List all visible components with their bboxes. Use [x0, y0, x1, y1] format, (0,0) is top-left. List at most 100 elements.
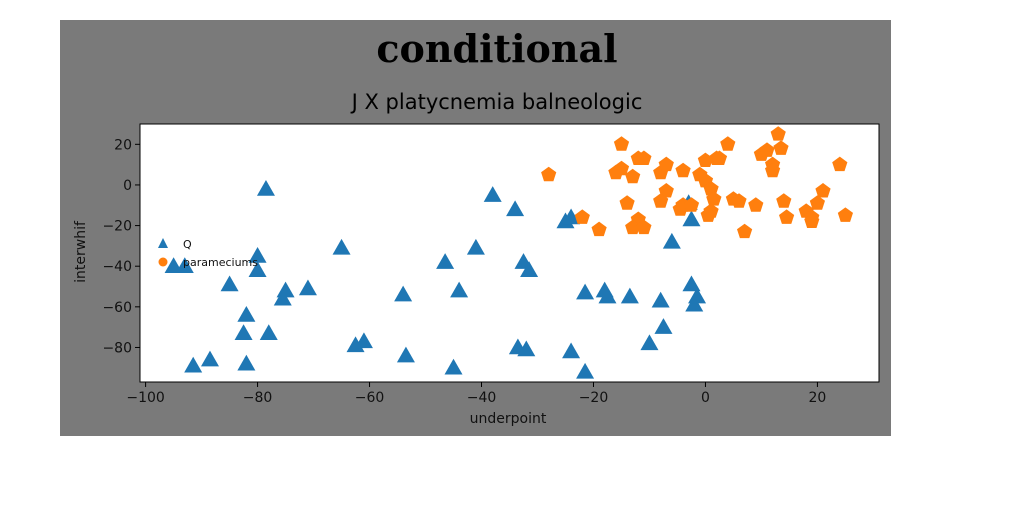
- data-point-parameciums: [815, 183, 831, 198]
- data-point-q: [184, 356, 203, 373]
- data-point-q: [354, 332, 373, 349]
- data-point-parameciums: [759, 142, 775, 157]
- data-point-parameciums: [675, 162, 691, 178]
- data-point-parameciums: [625, 168, 641, 184]
- data-point-q: [682, 275, 701, 292]
- data-point-parameciums: [776, 193, 792, 208]
- x-tick-label: 20: [809, 390, 827, 406]
- data-point-q: [436, 253, 455, 269]
- x-tick-label: −60: [355, 390, 385, 406]
- y-tick-label: −40: [102, 259, 132, 275]
- data-point-q: [562, 342, 581, 359]
- legend-label-parameciums: parameciums: [183, 256, 258, 269]
- data-point-q: [346, 336, 365, 353]
- data-point-q: [256, 180, 275, 196]
- data-point-q: [651, 291, 670, 308]
- data-point-parameciums: [706, 191, 722, 206]
- data-point-parameciums: [608, 164, 624, 180]
- chart-suptitle: conditional: [376, 26, 617, 71]
- data-point-parameciums: [804, 213, 820, 228]
- data-point-parameciums: [541, 166, 557, 182]
- data-point-q: [234, 324, 253, 340]
- data-point-q: [200, 350, 219, 367]
- data-point-parameciums: [658, 156, 674, 172]
- series-parameciums: [541, 126, 853, 239]
- data-point-parameciums: [773, 140, 789, 155]
- data-point-q: [688, 287, 707, 304]
- chart-title: J X platycnemia balneologic: [350, 90, 643, 114]
- data-point-q: [237, 354, 256, 371]
- data-point-parameciums: [731, 193, 747, 208]
- data-point-parameciums: [837, 207, 853, 222]
- data-point-parameciums: [619, 195, 635, 210]
- data-point-q: [396, 346, 415, 363]
- series-q: [164, 180, 707, 379]
- data-point-q: [332, 238, 351, 255]
- data-point-parameciums: [809, 195, 825, 210]
- y-axis: 20 0 −20 −40 −60 −80: [102, 137, 140, 356]
- y-axis-label: interwhif: [73, 220, 89, 283]
- y-tick-label: 0: [123, 178, 132, 194]
- data-point-q: [483, 186, 502, 202]
- data-point-q: [685, 295, 704, 312]
- data-point-parameciums: [748, 197, 764, 212]
- data-point-q: [273, 289, 292, 306]
- data-point-q: [562, 208, 581, 225]
- data-point-q: [450, 281, 469, 298]
- data-point-q: [248, 247, 267, 263]
- y-tick-label: −20: [102, 219, 132, 235]
- data-point-parameciums: [636, 150, 652, 165]
- legend-marker-q: [158, 238, 168, 248]
- x-tick-label: −40: [467, 390, 497, 406]
- data-point-q: [662, 232, 681, 249]
- data-point-parameciums: [703, 181, 719, 196]
- data-point-parameciums: [737, 223, 753, 239]
- data-point-parameciums: [658, 183, 674, 198]
- data-point-q: [576, 283, 595, 300]
- data-point-parameciums: [765, 162, 781, 178]
- y-tick-label: −80: [102, 340, 132, 356]
- data-point-parameciums: [700, 207, 716, 222]
- data-point-q: [248, 261, 267, 278]
- scatter-chart: conditional J X platycnemia balneologic …: [73, 26, 880, 427]
- data-point-q: [517, 340, 536, 357]
- data-point-q: [466, 238, 485, 255]
- data-point-q: [259, 324, 278, 340]
- x-tick-label: −80: [243, 390, 273, 406]
- data-point-parameciums: [683, 197, 700, 212]
- data-point-q: [576, 362, 595, 379]
- x-tick-label: −20: [579, 390, 609, 406]
- legend-label-q: Q: [183, 238, 192, 251]
- data-point-q: [394, 285, 413, 302]
- data-point-q: [298, 279, 317, 296]
- x-tick-label: −100: [126, 390, 164, 406]
- data-point-parameciums: [574, 209, 590, 224]
- data-point-parameciums: [636, 219, 652, 235]
- y-tick-label: 20: [114, 137, 132, 153]
- data-point-parameciums: [832, 156, 848, 172]
- data-point-q: [506, 200, 525, 217]
- x-tick-label: 0: [701, 390, 710, 406]
- data-point-q: [237, 305, 256, 322]
- data-point-parameciums: [625, 219, 641, 235]
- data-point-parameciums: [653, 193, 669, 208]
- data-point-parameciums: [779, 209, 795, 224]
- data-point-q: [444, 358, 463, 375]
- data-point-parameciums: [720, 136, 736, 151]
- legend: Q parameciums: [158, 238, 258, 269]
- data-point-parameciums: [613, 136, 630, 151]
- y-tick-label: −60: [102, 300, 132, 316]
- data-point-q: [620, 287, 639, 304]
- data-point-q: [682, 210, 701, 227]
- data-point-parameciums: [591, 221, 607, 237]
- data-point-parameciums: [770, 126, 786, 141]
- data-point-q: [640, 334, 659, 351]
- data-point-parameciums: [711, 150, 728, 165]
- data-point-q: [520, 261, 539, 278]
- data-point-q: [220, 275, 239, 292]
- legend-marker-parameciums: [158, 257, 168, 267]
- figure-canvas: conditional J X platycnemia balneologic …: [60, 20, 891, 436]
- x-axis-label: underpoint: [470, 411, 547, 427]
- data-point-q: [598, 287, 617, 304]
- x-axis: −100 −80 −60 −40 −20 0 20: [126, 382, 826, 406]
